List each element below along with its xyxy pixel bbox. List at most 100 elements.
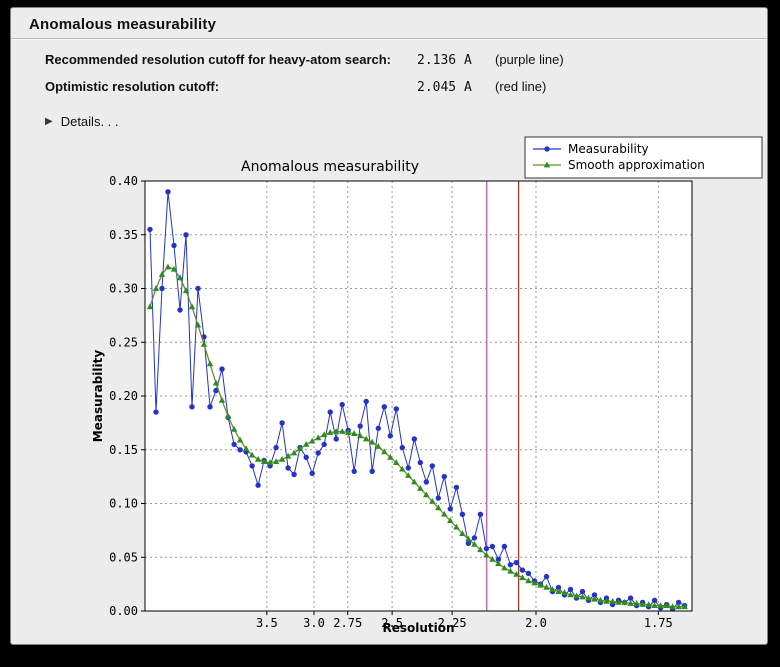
y-tick-label: 0.15	[109, 443, 138, 457]
measurability-marker	[321, 441, 327, 448]
measurability-marker	[411, 436, 417, 442]
smooth-approximation-marker	[369, 438, 376, 445]
smooth-approximation-marker	[399, 465, 406, 472]
smooth-approximation-marker	[363, 435, 370, 442]
smooth-approximation-marker	[170, 265, 178, 272]
measurability-marker	[363, 398, 369, 405]
smooth-approximation-marker	[675, 603, 682, 610]
smooth-approximation-marker	[224, 413, 232, 419]
smooth-approximation-marker	[567, 591, 574, 598]
y-tick-label: 0.25	[109, 335, 138, 349]
measurability-marker	[465, 540, 472, 546]
smooth-approximation-marker	[321, 431, 328, 438]
recommended-cutoff-label: Recommended resolution cutoff for heavy-…	[45, 52, 392, 67]
y-tick-label: 0.20	[109, 389, 138, 403]
measurability-marker	[291, 471, 297, 478]
measurability-marker	[447, 506, 453, 512]
smooth-approximation-marker	[290, 449, 298, 456]
measurability-marker	[393, 406, 399, 412]
measurability-marker	[351, 468, 357, 474]
smooth-approximation-marker	[639, 601, 646, 607]
smooth-approximation-marker	[555, 588, 562, 594]
smooth-approximation-marker	[381, 448, 388, 455]
smooth-approximation-marker	[525, 577, 532, 584]
smooth-approximation-marker	[645, 601, 652, 607]
y-tick-label: 0.05	[109, 550, 138, 564]
chart-title: Anomalous measurability	[241, 159, 419, 175]
x-tick-label: 2.75	[333, 616, 362, 630]
measurability-marker	[171, 242, 177, 249]
panel-titlebar: Anomalous measurability	[11, 8, 767, 38]
title-divider	[11, 38, 767, 40]
smooth-approximation-marker	[501, 564, 508, 571]
measurability-marker	[183, 232, 189, 238]
smooth-approximation-marker	[633, 600, 640, 606]
measurability-marker	[333, 436, 339, 442]
smooth-approximation-marker	[513, 571, 520, 577]
measurability-marker	[489, 543, 496, 550]
smooth-approximation-marker	[543, 584, 550, 590]
smooth-approximation-marker	[681, 603, 688, 610]
measurability-marker	[207, 404, 213, 410]
x-tick-label: 2.0	[525, 616, 547, 630]
smooth-approximation-marker	[453, 523, 460, 530]
measurability-marker	[441, 473, 447, 480]
measurability-marker	[255, 482, 261, 488]
smooth-approximation-marker	[483, 551, 490, 558]
x-tick-label: 2.25	[438, 616, 467, 630]
measurability-marker	[147, 226, 153, 233]
smooth-approximation-marker	[146, 303, 154, 310]
y-tick-label: 0.30	[109, 282, 138, 296]
measurability-marker	[495, 556, 502, 563]
measurability-marker	[423, 479, 429, 485]
measurability-marker	[273, 444, 279, 451]
x-tick-label: 2.5	[381, 616, 403, 630]
smooth-approximation-marker	[345, 429, 352, 435]
measurability-marker	[405, 465, 411, 471]
smooth-approximation-marker	[212, 379, 220, 386]
measurability-marker	[387, 433, 393, 439]
smooth-approximation-marker	[182, 287, 190, 294]
smooth-approximation-marker	[615, 599, 622, 605]
measurability-marker	[357, 423, 363, 429]
smooth-approximation-marker	[315, 434, 322, 441]
smooth-approximation-marker	[573, 592, 580, 599]
measurability-marker	[303, 454, 309, 460]
y-tick-label: 0.10	[109, 497, 138, 511]
recommended-cutoff-note: (purple line)	[495, 52, 564, 67]
smooth-approximation-marker	[333, 428, 340, 434]
measurability-marker	[231, 441, 237, 448]
measurability-marker	[219, 366, 225, 372]
smooth-approximation-marker	[537, 581, 544, 588]
legend-label: Measurability	[568, 142, 649, 156]
y-tick-label: 0.40	[109, 174, 138, 188]
disclosure-triangle-icon[interactable]: ▶	[45, 115, 53, 127]
measurability-marker	[165, 189, 171, 195]
measurability-marker	[543, 573, 550, 580]
smooth-approximation-marker	[597, 596, 604, 603]
measurability-marker	[651, 597, 658, 603]
smooth-approximation-marker	[459, 530, 466, 536]
measurability-marker	[471, 535, 478, 541]
smooth-approximation-marker	[585, 594, 592, 601]
smooth-approximation-marker	[200, 341, 208, 347]
anomalous-measurability-panel: Anomalous measurability Recommended reso…	[10, 7, 768, 645]
smooth-approximation-marker	[651, 602, 658, 608]
optimistic-cutoff-row: Optimistic resolution cutoff: 2.045 A (r…	[45, 79, 767, 106]
smooth-approximation-marker	[152, 285, 160, 291]
measurability-marker	[285, 465, 291, 471]
smooth-approximation-marker	[669, 603, 676, 610]
details-disclosure[interactable]: ▶ Details. . .	[45, 114, 165, 129]
smooth-approximation-marker	[230, 425, 238, 432]
smooth-approximation-marker	[603, 597, 610, 604]
smooth-approximation-marker	[627, 600, 634, 606]
smooth-approximation-marker	[495, 560, 502, 567]
smooth-approximation-marker	[621, 599, 628, 605]
smooth-approximation-marker	[465, 535, 472, 542]
smooth-approximation-marker	[393, 459, 400, 465]
x-axis-label: Resolution	[382, 621, 454, 634]
optimistic-cutoff-note: (red line)	[495, 79, 547, 94]
x-tick-label: 1.75	[644, 616, 673, 630]
legend-marker-triangle	[543, 161, 551, 168]
